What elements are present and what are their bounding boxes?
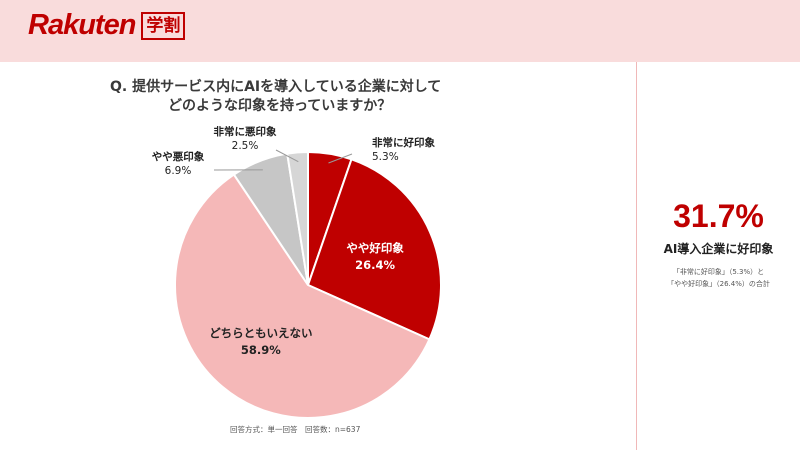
summary-percent: 31.7% [673,198,764,234]
footnote: 回答方式：単一回答 回答数：n=637 [230,425,361,434]
slice-0-value: 5.3% [372,151,399,163]
slice-3-value: 6.9% [165,165,192,177]
slice-3-label: やや悪印象 [152,150,205,163]
pie-slice-1 [306,158,442,341]
chart-title-line2: どのような印象を持っていますか？ [168,98,392,114]
chart-title-line1: Q. 提供サービス内にAIを導入している企業に対して [110,79,442,95]
slice-2-label: どちらともいえない [209,326,312,340]
pie-slice-4 [286,150,309,286]
header-bar: Rakuten 学割 [0,0,800,62]
rakuten-logo[interactable]: Rakuten 学割 [28,9,186,42]
slice-0-leader-line [328,153,353,164]
slice-1-value: 26.4% [355,258,395,272]
logo-wordmark: Rakuten [28,9,136,41]
summary-note-line2: 「やや好印象」（26.4%）の合計 [667,280,770,288]
summary-note-line1: 「非常に好印象」（5.3%）と [672,268,765,276]
chart-title: Q. 提供サービス内にAIを導入している企業に対して どのような印象を持っていま… [110,78,540,116]
slice-0-label: 非常に好印象 [372,136,435,149]
slice-4-leader-line [275,149,299,163]
slice-4-value: 2.5% [232,140,259,152]
slice-2-value: 58.9% [241,343,281,357]
slice-4-label: 非常に悪印象 [214,125,277,138]
slice-1-label: やや好印象 [346,241,404,255]
logo-badge: 学割 [141,11,186,40]
summary-label: AI導入企業に好印象 [663,242,774,256]
pie-slice-2 [174,173,431,419]
panel-divider [636,62,637,450]
summary-note: 「非常に好印象」（5.3%）と 「やや好印象」（26.4%）の合計 [637,266,800,290]
summary-panel [637,62,800,450]
